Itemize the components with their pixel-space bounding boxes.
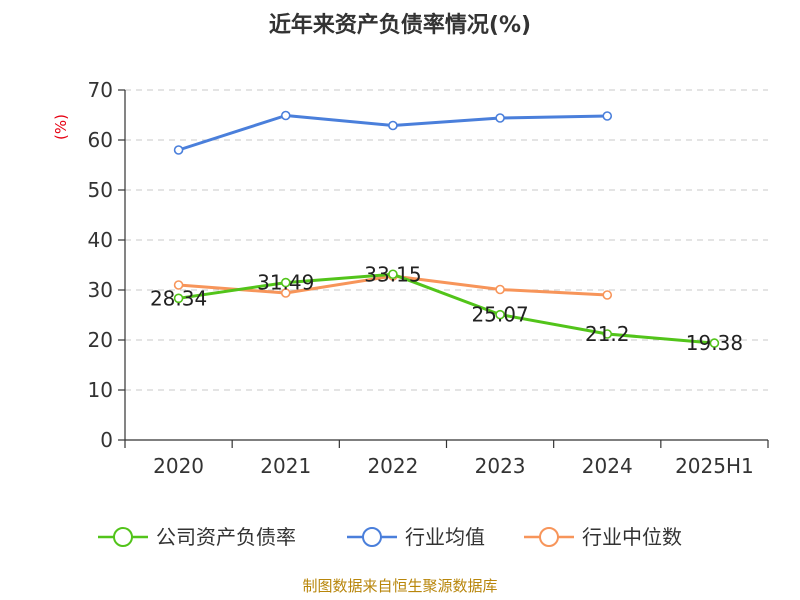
data-label: 31.49 (257, 271, 314, 295)
legend-marker (362, 527, 382, 547)
x-tick-label: 2023 (475, 454, 526, 478)
grid (125, 89, 768, 391)
y-tick-label: 40 (88, 228, 113, 252)
data-point (495, 113, 505, 123)
series-layer (173, 110, 720, 348)
data-point (173, 145, 184, 155)
data-label: 33.15 (364, 262, 421, 286)
y-tick-label: 70 (88, 78, 113, 102)
legend-label: 行业中位数 (582, 525, 682, 549)
legend-label: 公司资产负债率 (156, 525, 296, 549)
data-point (280, 277, 291, 288)
chart-title: 近年来资产负债率情况(%) (269, 12, 531, 38)
data-point (602, 329, 613, 339)
axes: 0 10 20 30 40 50 60 70 2020 2021 2022 2023 2024 2025H… (88, 78, 769, 478)
data-point (602, 290, 613, 300)
legend-marker (539, 527, 559, 547)
data-label: 25.07 (471, 303, 528, 327)
data-point (602, 111, 613, 121)
data-labels: 28.34 31.49 33.15 25.07 21.2 19.38 (150, 262, 743, 355)
data-point (388, 269, 398, 280)
legend-label: 行业均值 (405, 525, 485, 549)
data-point (388, 120, 398, 131)
legend-marker (113, 527, 133, 547)
y-axis-label: (%) (52, 114, 70, 140)
data-point (709, 338, 720, 348)
series-line-1 (178, 114, 608, 152)
data-point (495, 309, 505, 320)
data-point (173, 293, 184, 304)
x-tick-label: 2025H1 (675, 454, 754, 478)
y-tick-label: 30 (88, 278, 113, 302)
series-line-0 (178, 272, 715, 345)
x-tick-label: 2024 (582, 454, 633, 478)
data-point (173, 280, 184, 290)
y-tick-label: 60 (88, 128, 113, 152)
data-point (280, 110, 291, 121)
data-point (280, 288, 291, 298)
y-tick-label: 10 (88, 378, 113, 402)
data-label: 21.2 (585, 322, 630, 346)
x-tick-label: 2020 (153, 454, 204, 478)
x-tick-label: 2021 (260, 454, 311, 478)
data-point (495, 284, 505, 295)
x-tick-label: 2022 (367, 454, 418, 478)
data-label: 28.34 (150, 286, 207, 310)
data-label: 19.38 (686, 331, 743, 355)
y-tick-label: 20 (88, 328, 113, 352)
source-note: 制图数据来自恒生聚源数据库 (302, 577, 497, 595)
y-tick-label: 50 (88, 178, 113, 202)
y-tick-label: 0 (100, 428, 113, 452)
legend: 公司资产负债率 行业均值 行业中位数 (98, 525, 682, 549)
